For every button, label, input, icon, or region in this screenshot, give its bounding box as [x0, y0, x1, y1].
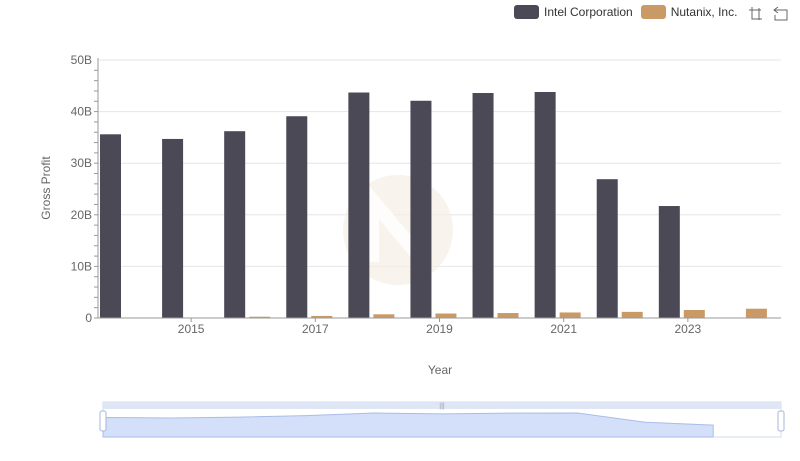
bar-intel-2015[interactable]: [162, 138, 184, 318]
x-tick-label: 2021: [550, 322, 577, 336]
x-axis-ticks: 2015 2017 2019 2021 2023: [178, 318, 702, 336]
y-tick-label: 30B: [71, 156, 92, 170]
y-tick-label: 20B: [71, 208, 92, 222]
bar-intel-2016[interactable]: [224, 131, 246, 318]
data-zoom-preview: [102, 412, 714, 438]
legend-swatch-nutanix: [640, 5, 666, 19]
x-tick-label: 2015: [178, 322, 205, 336]
legend-item-intel[interactable]: Intel Corporation: [514, 5, 633, 19]
x-tick-label: 2017: [302, 322, 329, 336]
bar-nutanix-2020[interactable]: [497, 313, 519, 318]
y-tick-label: 0: [85, 311, 92, 325]
data-zoom-left-handle[interactable]: [99, 410, 107, 432]
data-zoom-right-handle[interactable]: [777, 410, 785, 432]
bar-intel-2023[interactable]: [658, 206, 680, 318]
bar-nutanix-2019[interactable]: [435, 313, 457, 318]
legend-item-nutanix[interactable]: Nutanix, Inc.: [640, 5, 738, 19]
data-zoom-move-bar[interactable]: [103, 402, 781, 409]
legend: Intel Corporation Nutanix, Inc.: [514, 4, 745, 20]
restore-icon[interactable]: [773, 6, 788, 21]
x-axis-label: Year: [428, 363, 452, 377]
data-zoom-grip-icon[interactable]: |||: [439, 403, 445, 410]
bars: [100, 91, 767, 319]
bar-intel-2021[interactable]: [534, 91, 556, 318]
bar-intel-2017[interactable]: [286, 116, 308, 318]
bar-nutanix-2018[interactable]: [373, 314, 395, 318]
data-zoom-slider[interactable]: |||: [99, 401, 785, 438]
bar-intel-2022[interactable]: [596, 179, 618, 318]
bar-intel-2014[interactable]: [100, 134, 121, 318]
toolbox: [748, 6, 798, 21]
y-tick-label: 40B: [71, 105, 92, 119]
x-tick-label: 2023: [675, 322, 702, 336]
y-axis-ticks: 0 10B 20B 30B 40B 50B: [71, 53, 98, 325]
bar-intel-2018[interactable]: [348, 92, 370, 319]
bar-intel-2020[interactable]: [472, 93, 494, 318]
legend-label-nutanix: Nutanix, Inc.: [670, 5, 738, 19]
bar-nutanix-2021[interactable]: [559, 312, 581, 318]
bar-nutanix-2024[interactable]: [745, 308, 767, 318]
legend-label-intel: Intel Corporation: [544, 5, 633, 19]
zoom-icon[interactable]: [748, 6, 763, 21]
legend-swatch-intel: [514, 5, 539, 19]
bar-nutanix-2022[interactable]: [621, 311, 643, 318]
bar-intel-2019[interactable]: [410, 100, 432, 318]
bar-nutanix-2016[interactable]: [249, 316, 271, 318]
y-tick-label: 10B: [71, 259, 92, 273]
y-tick-label: 50B: [71, 53, 92, 67]
bar-nutanix-2023[interactable]: [683, 310, 705, 318]
bar-nutanix-2017[interactable]: [311, 315, 333, 318]
y-axis-label: Gross Profit: [39, 156, 53, 220]
x-tick-label: 2019: [426, 322, 453, 336]
